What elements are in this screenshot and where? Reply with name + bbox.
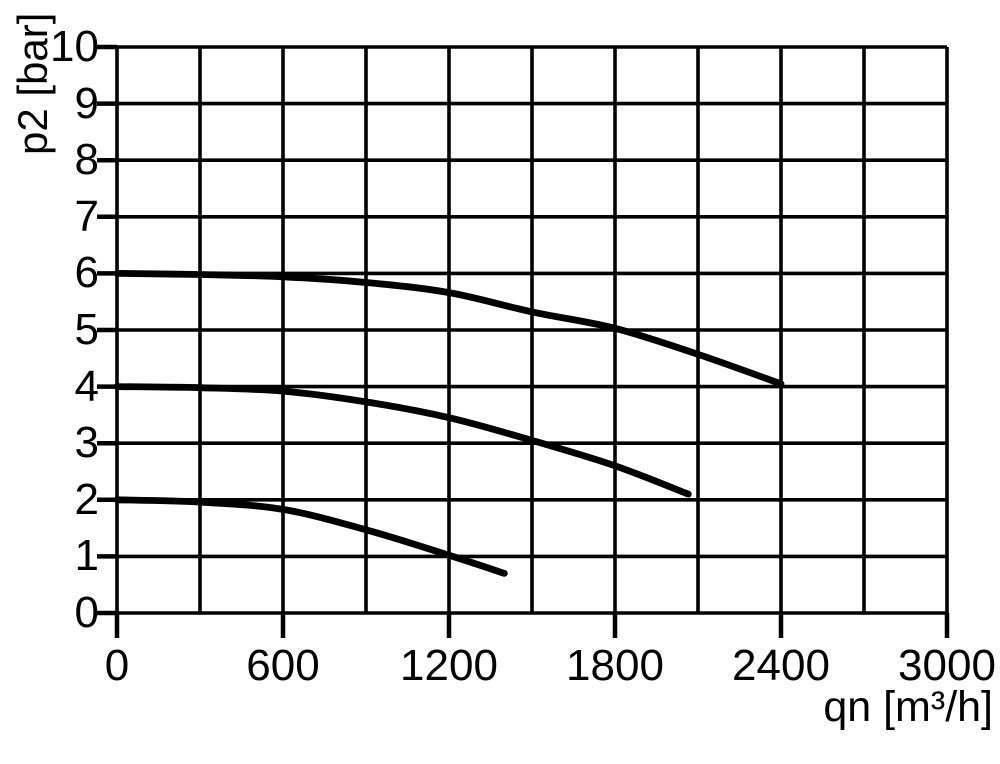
- y-tick-label: 2: [74, 474, 99, 524]
- y-tick-label: 0: [74, 588, 99, 637]
- curve-inlet-2bar: [113, 496, 508, 577]
- x-tick-label: 3000: [898, 641, 996, 690]
- x-tick-label: 1800: [566, 641, 664, 690]
- y-tick-label: 6: [74, 248, 99, 298]
- x-tick-label: 1200: [400, 641, 498, 690]
- curve-inlet-4bar: [113, 383, 692, 498]
- y-tick-label: 3: [74, 418, 99, 468]
- y-tick-label: 5: [74, 305, 99, 354]
- y-tick-label: 9: [74, 78, 99, 128]
- x-tick-label: 2400: [732, 641, 830, 690]
- x-axis-title: qn [m³/h]: [823, 683, 993, 731]
- y-tick-label: 8: [74, 135, 99, 185]
- x-tick-label: 0: [104, 641, 130, 690]
- y-tick-label: 1: [74, 531, 99, 581]
- y-tick-label: 10: [50, 22, 99, 71]
- curve-inlet-6bar: [113, 270, 785, 388]
- x-tick-label: 600: [246, 641, 320, 690]
- y-tick-label: 4: [74, 361, 99, 411]
- y-axis-title: p2 [bar]: [9, 12, 56, 155]
- y-tick-label: 7: [74, 191, 99, 241]
